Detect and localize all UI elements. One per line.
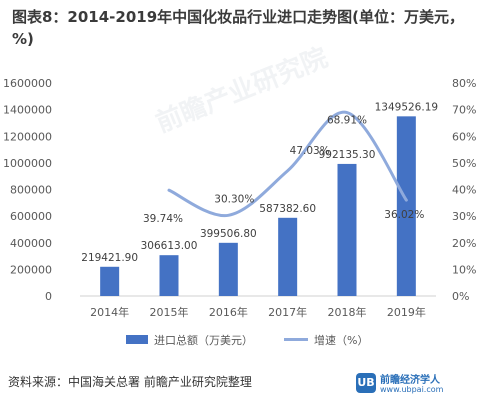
chart-title: 图表8：2014-2019年中国化妆品行业进口走势图(单位：万美元，%) [12, 8, 465, 48]
x-tick-label: 2017年 [268, 305, 307, 319]
bar [278, 217, 298, 296]
line-series [167, 111, 408, 217]
bar-value-label: 306613.00 [141, 240, 198, 252]
legend-bar-swatch [126, 335, 148, 344]
line-value-label: 36.02% [384, 209, 424, 221]
bar-value-label: 1349526.19 [375, 101, 438, 113]
line-value-label: 39.74% [143, 213, 183, 225]
bar-series [100, 116, 416, 296]
bar [218, 242, 238, 296]
left-tick-label: 200000 [10, 263, 52, 276]
legend: 进口总额（万美元） 增速（%） [126, 333, 368, 347]
x-tick-label: 2016年 [209, 305, 248, 319]
line-value-label: 68.91% [327, 115, 367, 127]
footer-logo: UB 前瞻经济学人 www.ubpai.com [356, 369, 478, 399]
bar-value-label: 399506.80 [200, 228, 257, 240]
right-tick-label: 80% [452, 77, 476, 90]
right-tick-label: 60% [452, 130, 476, 143]
right-tick-label: 40% [452, 184, 476, 197]
brand-logo-icon: UB [356, 373, 376, 393]
right-tick-label: 50% [452, 157, 476, 170]
bar-value-label: 219421.90 [81, 252, 138, 264]
legend-bar-label: 进口总额（万美元） [154, 333, 253, 347]
left-tick-label: 1400000 [3, 104, 52, 117]
right-axis: 0% 10% 20% 30% 40% 50% 60% 70% 80% [452, 77, 476, 303]
legend-line-label: 增速（%） [314, 333, 368, 347]
line-value-label: 30.30% [214, 193, 254, 205]
x-tick-label: 2014年 [90, 305, 129, 319]
right-tick-label: 70% [452, 104, 476, 117]
line-value-label: 47.03% [290, 145, 330, 157]
bar [100, 266, 120, 296]
site-name: 前瞻经济学人 [380, 375, 440, 386]
right-tick-label: 30% [452, 210, 476, 223]
growth-line [167, 111, 408, 217]
bar [396, 116, 416, 296]
right-tick-label: 10% [452, 263, 476, 276]
right-tick-label: 0% [452, 290, 469, 303]
bar [159, 255, 179, 296]
left-tick-label: 1200000 [3, 130, 52, 143]
left-tick-label: 1000000 [3, 157, 52, 170]
site-url: www.ubpai.com [380, 385, 444, 394]
left-tick-label: 400000 [10, 237, 52, 250]
source-note: 资料来源：中国海关总署 前瞻产业研究院整理 [8, 375, 252, 389]
x-axis: 2014年 2015年 2016年 2017年 2018年 2019年 [90, 305, 426, 319]
left-tick-label: 0 [45, 290, 52, 303]
left-tick-label: 1600000 [3, 77, 52, 90]
x-tick-label: 2018年 [328, 305, 367, 319]
left-axis: 0 200000 400000 600000 800000 1000000 1200000 1… [3, 77, 52, 303]
right-tick-label: 20% [452, 237, 476, 250]
line-data-labels: 39.74% 30.30% 47.03% 68.91% 36.02% [143, 115, 424, 226]
bar-value-label: 587382.60 [259, 203, 316, 215]
x-tick-label: 2015年 [150, 305, 189, 319]
left-tick-label: 800000 [10, 184, 52, 197]
bar-value-label: 992135.30 [319, 149, 376, 161]
x-tick-label: 2019年 [387, 305, 426, 319]
bar [337, 163, 357, 296]
left-tick-label: 600000 [10, 210, 52, 223]
